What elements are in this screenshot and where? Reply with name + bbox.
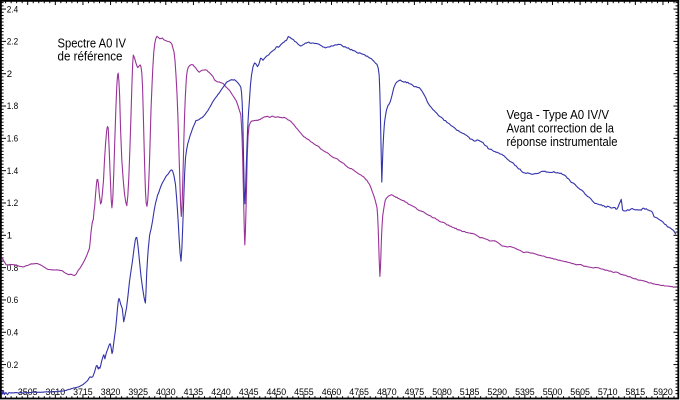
svg-text:1: 1 xyxy=(7,231,12,242)
svg-text:0.2: 0.2 xyxy=(7,360,18,371)
svg-text:4240: 4240 xyxy=(211,387,231,398)
svg-text:4765: 4765 xyxy=(349,387,369,398)
svg-text:0.8: 0.8 xyxy=(7,263,18,274)
svg-text:2.2: 2.2 xyxy=(7,37,18,48)
svg-text:5500: 5500 xyxy=(543,387,563,398)
svg-text:Avant correction de la: Avant correction de la xyxy=(507,121,615,136)
svg-text:5290: 5290 xyxy=(487,387,507,398)
svg-text:5710: 5710 xyxy=(598,387,618,398)
svg-text:5080: 5080 xyxy=(432,387,452,398)
svg-text:1.4: 1.4 xyxy=(7,166,19,177)
svg-text:4555: 4555 xyxy=(294,387,314,398)
svg-text:2.4: 2.4 xyxy=(7,4,19,15)
svg-text:4450: 4450 xyxy=(267,387,287,398)
svg-text:4135: 4135 xyxy=(184,387,204,398)
svg-text:3925: 3925 xyxy=(128,387,148,398)
svg-text:réponse instrumentale: réponse instrumentale xyxy=(507,134,618,149)
svg-text:3610: 3610 xyxy=(46,387,66,398)
svg-text:4345: 4345 xyxy=(239,387,259,398)
svg-text:0.6: 0.6 xyxy=(7,295,18,306)
svg-text:2: 2 xyxy=(7,69,12,80)
svg-text:5185: 5185 xyxy=(460,387,480,398)
svg-text:3820: 3820 xyxy=(101,387,121,398)
svg-text:5920: 5920 xyxy=(653,387,673,398)
svg-text:4660: 4660 xyxy=(322,387,342,398)
svg-text:Spectre A0 IV: Spectre A0 IV xyxy=(58,35,127,50)
svg-text:3715: 3715 xyxy=(73,387,93,398)
svg-text:4870: 4870 xyxy=(377,387,397,398)
svg-text:1.6: 1.6 xyxy=(7,134,18,145)
svg-text:1.2: 1.2 xyxy=(7,198,18,209)
svg-text:Vega - Type A0 IV/V: Vega - Type A0 IV/V xyxy=(507,107,610,122)
svg-text:5395: 5395 xyxy=(515,387,535,398)
svg-text:4975: 4975 xyxy=(405,387,425,398)
svg-text:0.4: 0.4 xyxy=(7,328,19,339)
svg-text:5815: 5815 xyxy=(626,387,646,398)
svg-text:5605: 5605 xyxy=(570,387,590,398)
svg-text:de référence: de référence xyxy=(58,49,123,64)
svg-text:4030: 4030 xyxy=(156,387,176,398)
svg-text:1.8: 1.8 xyxy=(7,101,18,112)
